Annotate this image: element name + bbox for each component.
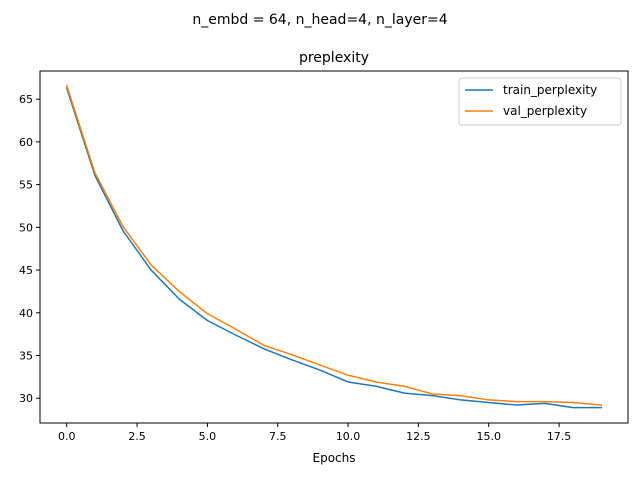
x-tick-label: 0.0 (58, 430, 76, 443)
legend: train_perplexity val_perplexity (458, 77, 622, 126)
x-tick-label: 7.5 (269, 430, 287, 443)
x-tick-label: 5.0 (199, 430, 217, 443)
x-tick-label: 2.5 (128, 430, 146, 443)
y-tick-label: 55 (19, 179, 33, 192)
x-tick-label: 12.5 (406, 430, 431, 443)
y-tick-label: 45 (19, 264, 33, 277)
legend-box (458, 77, 622, 126)
y-tick-label: 30 (19, 392, 33, 405)
x-tick-label: 17.5 (547, 430, 572, 443)
y-tick-label: 40 (19, 307, 33, 320)
y-tick-label: 50 (19, 221, 33, 234)
x-tick-label: 10.0 (336, 430, 361, 443)
figure-suptitle: n_embd = 64, n_head=4, n_layer=4 (192, 12, 447, 28)
series-line-val-perplexity (65, 84, 603, 406)
y-tick-label: 35 (19, 350, 33, 363)
y-tick-label: 65 (19, 93, 33, 106)
chart-title: preplexity (299, 50, 369, 66)
series-line-train-perplexity (65, 87, 603, 409)
y-tick-label: 60 (19, 136, 33, 149)
plot-area (65, 84, 603, 409)
axes-frame (39, 70, 629, 424)
legend-label: train_perplexity (503, 83, 597, 97)
axis-ticks: 0.0 2.5 5.0 7.5 10.0 12.5 15.0 17.5 30 35 40 45 50 55… (19, 93, 571, 443)
x-axis-label: Epochs (313, 451, 356, 465)
legend-label: val_perplexity (503, 104, 587, 118)
x-tick-label: 15.0 (476, 430, 501, 443)
